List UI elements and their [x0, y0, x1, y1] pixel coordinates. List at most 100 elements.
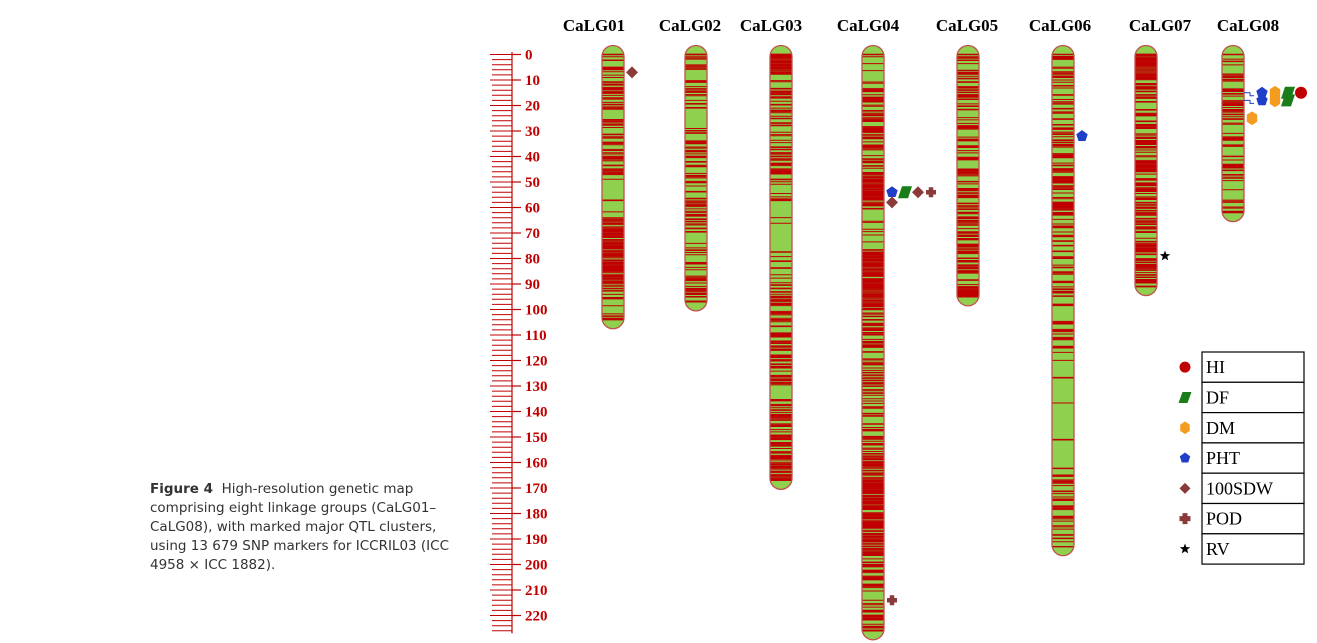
linkage-group-title: CaLG04 — [837, 16, 900, 35]
marker-bands — [602, 53, 624, 321]
scale-tick-label: 200 — [525, 558, 548, 574]
scale-tick-label: 220 — [525, 609, 548, 625]
chromosome-body — [1052, 45, 1074, 556]
scale-tick-label: 40 — [525, 150, 540, 166]
legend-100sdw-icon — [1179, 482, 1191, 494]
qtl-cluster — [886, 186, 936, 199]
qtl-rv-marker — [1159, 250, 1171, 261]
legend-pht-icon — [1179, 452, 1191, 463]
scale-tick-label: 50 — [525, 175, 540, 191]
legend-pod-icon — [1179, 513, 1191, 525]
scale-tick-label: 120 — [525, 354, 548, 370]
legend-df-icon — [1178, 391, 1192, 403]
scale-tick-label: 0 — [525, 48, 533, 64]
qtl-df-marker — [1281, 94, 1295, 107]
qtl-pod-marker — [926, 187, 936, 198]
chromosome-outline — [861, 44, 885, 641]
legend-label-hi: HI — [1206, 357, 1225, 377]
qtl-pod-marker — [887, 595, 897, 606]
qtl-cluster — [886, 196, 898, 209]
scale-tick-label: 180 — [525, 507, 548, 523]
chromosome-calg06 — [1051, 44, 1075, 557]
legend: HI DF DM PHT 100SDW POD RV — [1178, 351, 1305, 565]
qtl-100sdw-marker — [912, 186, 924, 199]
scale-tick-label: 20 — [525, 99, 540, 115]
legend-rv-icon — [1179, 543, 1191, 554]
scale-tick-label: 100 — [525, 303, 548, 319]
legend-label-pht: PHT — [1206, 448, 1240, 468]
linkage-group-title: CaLG05 — [936, 16, 998, 35]
qtl-cluster — [1076, 130, 1088, 141]
chromosome-calg01 — [601, 44, 625, 330]
figure-caption: Figure 4 High-resolution genetic map com… — [150, 480, 450, 575]
chromosome-outline — [601, 44, 625, 330]
qtl-dm-marker — [1269, 93, 1281, 108]
qtl-cluster — [1246, 111, 1258, 126]
cm-scale: 0 10 20 30 40 50 60 70 80 90 100 110 120 130 140 150 160… — [490, 48, 548, 634]
scale-tick-label: 210 — [525, 583, 548, 599]
legend-label-100sdw: 100SDW — [1206, 478, 1273, 498]
chromosome-outline — [684, 44, 708, 312]
scale-tick-label: 110 — [525, 328, 547, 344]
scale-tick-label: 170 — [525, 481, 548, 497]
chromosome-calg04 — [861, 44, 885, 641]
linkage-groups: CaLG01 CaLG02 CaLG03 CaLG04 CaLG05 CaLG06 CaLG… — [563, 16, 1279, 641]
marker-bands — [770, 53, 792, 482]
scale-tick-label: 30 — [525, 124, 540, 140]
qtl-pht-marker — [1256, 86, 1268, 98]
legend-label-pod: POD — [1206, 509, 1242, 529]
scale-tick-label: 160 — [525, 456, 548, 472]
marker-bands — [1222, 53, 1244, 214]
linkage-group-title: CaLG08 — [1217, 16, 1279, 35]
chromosome-outline — [1221, 44, 1245, 223]
linkage-group-title: CaLG01 — [563, 16, 625, 35]
legend-row-box — [1201, 472, 1305, 505]
chromosome-calg02 — [684, 44, 708, 312]
legend-label-df: DF — [1206, 387, 1229, 407]
marker-bands — [685, 53, 707, 303]
legend-hi-icon — [1179, 361, 1191, 373]
scale-tick-label: 190 — [525, 532, 548, 548]
legend-row-box — [1201, 412, 1305, 444]
linkage-group-title: CaLG02 — [659, 16, 721, 35]
chromosome-outline — [1134, 44, 1158, 297]
scale-tick-label: 140 — [525, 405, 548, 421]
qtl-100sdw-marker — [626, 66, 638, 79]
figure-caption-text: High-resolution genetic map comprising e… — [150, 481, 450, 573]
qtl-cluster — [1244, 93, 1295, 108]
chromosome-outline — [1051, 44, 1075, 557]
linkage-group-title: CaLG07 — [1129, 16, 1192, 35]
marker-bands — [957, 53, 979, 298]
scale-tick-label: 80 — [525, 252, 540, 268]
qtl-cluster — [626, 66, 638, 79]
legend-row-box — [1201, 533, 1305, 565]
legend-label-rv: RV — [1206, 539, 1230, 559]
marker-bands — [862, 53, 884, 632]
linkage-group-title: CaLG03 — [740, 16, 802, 35]
qtl-100sdw-marker — [886, 196, 898, 209]
scale-tick-label: 150 — [525, 430, 548, 446]
qtl-dm-marker — [1246, 111, 1258, 126]
qtl-hi-marker — [1295, 86, 1307, 99]
qtl-cluster — [887, 595, 897, 606]
linkage-group-title: CaLG06 — [1029, 16, 1091, 35]
legend-dm-icon — [1180, 421, 1190, 435]
scale-tick-label: 60 — [525, 201, 540, 217]
chromosome-outline — [769, 44, 793, 491]
qtl-connector — [1244, 99, 1254, 104]
marker-bands — [1135, 53, 1157, 288]
qtl-cluster — [1159, 250, 1171, 261]
chromosome-calg05 — [956, 44, 980, 307]
qtl-markers — [626, 66, 1307, 606]
scale-tick-label: 130 — [525, 379, 548, 395]
qtl-connector — [1244, 92, 1254, 97]
scale-tick-label: 90 — [525, 277, 540, 293]
qtl-pht-marker — [1076, 130, 1088, 141]
marker-bands — [1052, 53, 1074, 548]
chromosome-calg08 — [1221, 44, 1245, 223]
legend-row-box — [1201, 381, 1305, 414]
scale-tick-label: 70 — [525, 226, 540, 242]
legend-row-box — [1201, 502, 1305, 535]
chromosome-calg07 — [1134, 44, 1158, 297]
